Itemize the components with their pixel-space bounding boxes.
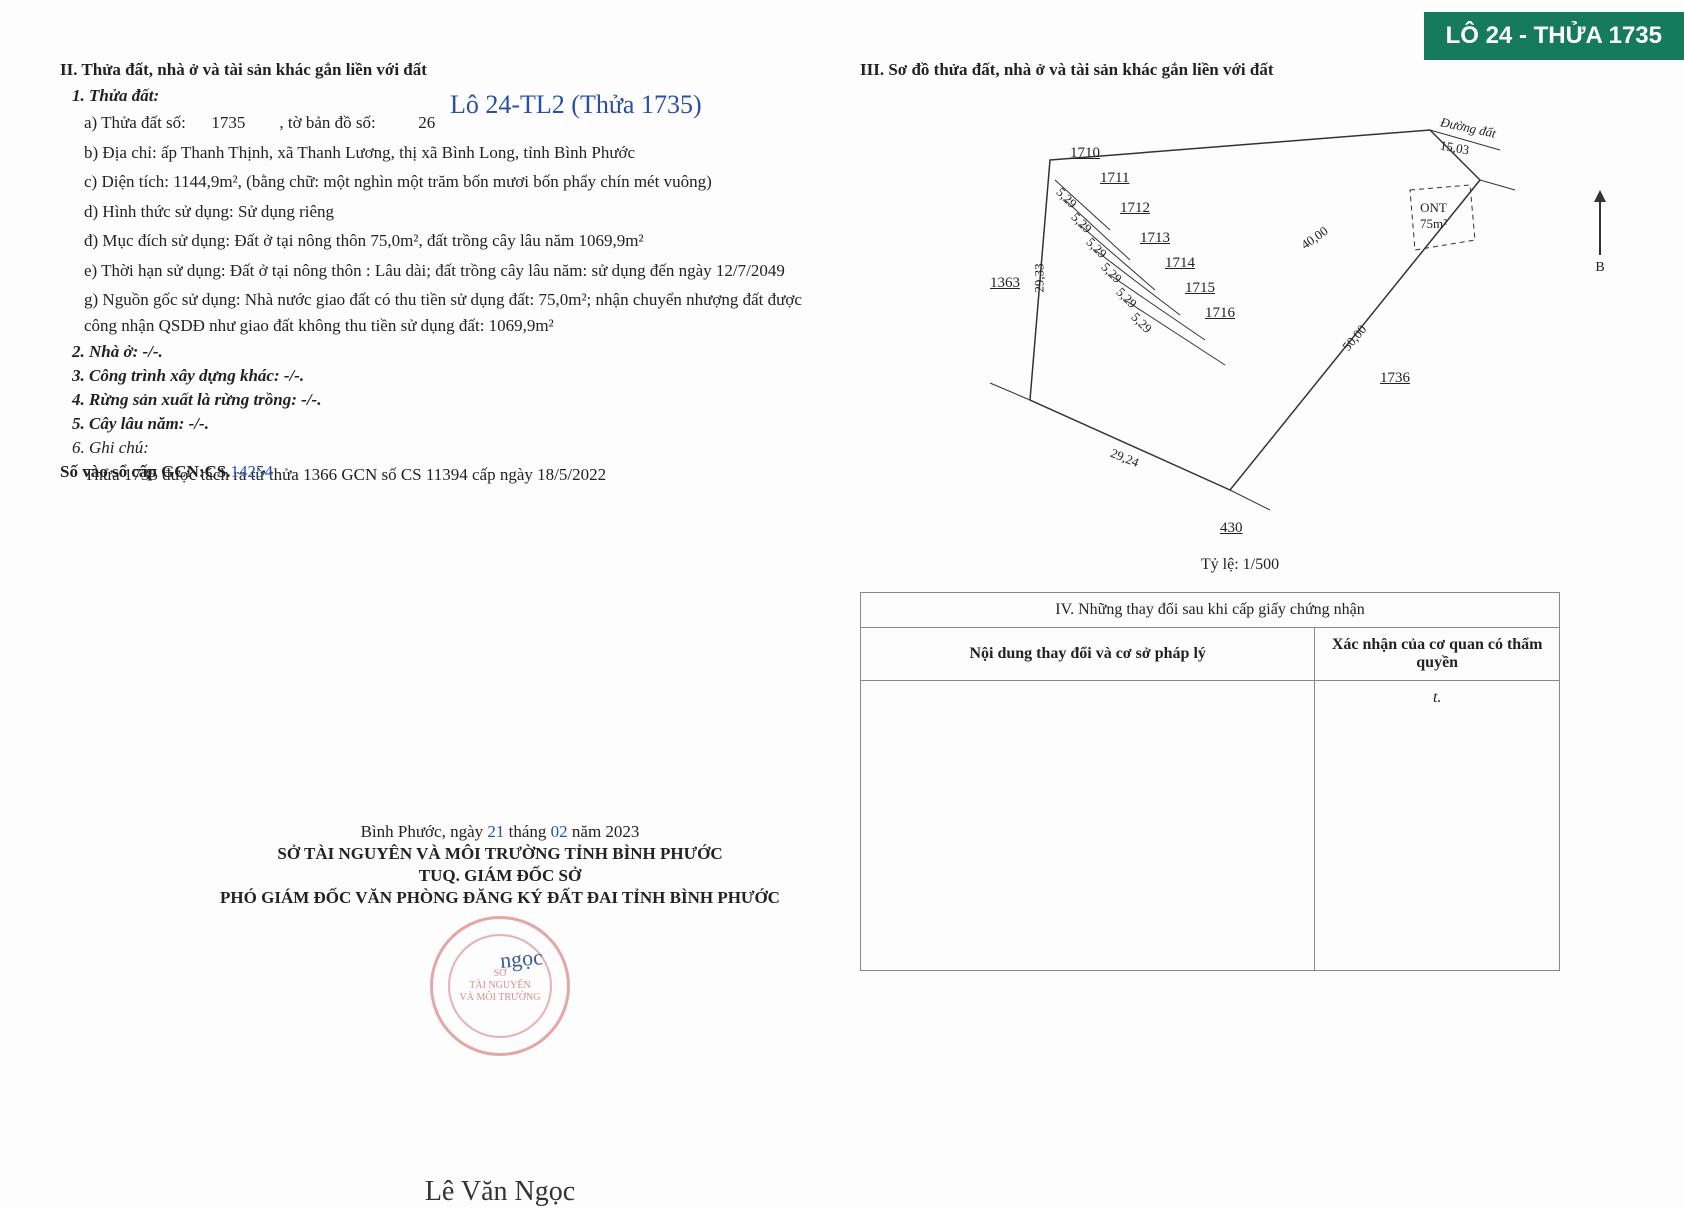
- a-map-label: , tờ bản đồ số:: [279, 113, 375, 132]
- item-2: 2. Nhà ở: -/-.: [72, 342, 820, 362]
- row-c: c) Diện tích: 1144,9m², (bằng chữ: một n…: [84, 169, 820, 195]
- lbl-1711: 1711: [1100, 170, 1129, 187]
- sign-post: năm 2023: [568, 822, 640, 841]
- lbl-1712: 1712: [1120, 200, 1150, 217]
- ont-label: ONT: [1420, 200, 1447, 216]
- document-page: II. Thửa đất, nhà ở và tài sản khác gắn …: [60, 40, 1620, 1100]
- parcel-diagram: 1710 1711 1712 1713 1714 1715 1716 1363 …: [960, 90, 1520, 550]
- section-3-title: III. Sơ đồ thửa đất, nhà ở và tài sản kh…: [860, 60, 1620, 80]
- lbl-1736: 1736: [1380, 370, 1410, 387]
- right-column: III. Sơ đồ thửa đất, nhà ở và tài sản kh…: [860, 60, 1620, 971]
- row-e: e) Thời hạn sử dụng: Đất ở tại nông thôn…: [84, 258, 820, 284]
- footer-label: Số vào sổ cấp GCN:CS.: [60, 462, 231, 481]
- stamp-text-3: VÀ MÔI TRƯỜNG: [460, 992, 541, 1004]
- compass: B: [1580, 190, 1620, 310]
- item-5: 5. Cây lâu năm: -/-.: [72, 414, 820, 434]
- handwritten-signature: ngọc: [499, 944, 544, 974]
- sign-org: SỞ TÀI NGUYÊN VÀ MÔI TRƯỜNG TỈNH BÌNH PH…: [200, 844, 800, 864]
- lbl-430: 430: [1220, 520, 1243, 537]
- table4-cell1: [861, 681, 1315, 971]
- table4-mark: t.: [1433, 689, 1441, 706]
- row-g: g) Nguồn gốc sử dụng: Nhà nước giao đất …: [84, 287, 820, 338]
- stamp-text-2: TÀI NGUYÊN: [469, 980, 530, 992]
- handwritten-lot-note: Lô 24-TL2 (Thửa 1735): [450, 90, 702, 120]
- table4-cell2: t.: [1315, 681, 1560, 971]
- ont-area: 75m²: [1420, 216, 1447, 232]
- lbl-1363: 1363: [990, 275, 1020, 292]
- signer-name: Lê Văn Ngọc: [200, 1176, 800, 1208]
- table4-title: IV. Những thay đổi sau khi cấp giấy chứn…: [861, 593, 1560, 628]
- item-1-title: 1. Thửa đất:: [72, 86, 820, 106]
- official-stamp: SỞ TÀI NGUYÊN VÀ MÔI TRƯỜNG ngọc: [430, 916, 570, 1056]
- row-dd: đ) Mục đích sử dụng: Đất ở tại nông thôn…: [84, 228, 820, 254]
- row-d: d) Hình thức sử dụng: Sử dụng riêng: [84, 199, 820, 225]
- item-3: 3. Công trình xây dựng khác: -/-.: [72, 366, 820, 386]
- lbl-1715: 1715: [1185, 280, 1215, 297]
- left-column: II. Thửa đất, nhà ở và tài sản khác gắn …: [60, 60, 820, 492]
- table4-col1: Nội dung thay đổi và cơ sở pháp lý: [861, 628, 1315, 681]
- lbl-1716: 1716: [1205, 305, 1235, 322]
- lbl-1714: 1714: [1165, 255, 1195, 272]
- footer-value: 14254: [231, 462, 274, 481]
- diagram-svg: [960, 90, 1520, 550]
- sign-pre: Bình Phước, ngày: [361, 822, 488, 841]
- a-label: a) Thửa đất số:: [84, 113, 186, 132]
- a-map-no: 26: [418, 113, 435, 132]
- dim-29-33: 29,33: [1032, 263, 1048, 292]
- item-4: 4. Rừng sản xuất là rừng trồng: -/-.: [72, 390, 820, 410]
- table4-col2: Xác nhận của cơ quan có thẩm quyền: [1315, 628, 1560, 681]
- scale-label: Tỷ lệ: 1/500: [860, 556, 1620, 574]
- signature-block: Bình Phước, ngày 21 tháng 02 năm 2023 SỞ…: [200, 820, 800, 1208]
- sign-date-line: Bình Phước, ngày 21 tháng 02 năm 2023: [200, 822, 800, 842]
- compass-label: B: [1595, 260, 1604, 275]
- sign-day: 21: [487, 822, 504, 841]
- item-6: 6. Ghi chú:: [72, 438, 820, 458]
- sign-role2: PHÓ GIÁM ĐỐC VĂN PHÒNG ĐĂNG KÝ ĐẤT ĐAI T…: [200, 888, 800, 908]
- ont-block: ONT 75m²: [1420, 200, 1447, 232]
- lbl-1713: 1713: [1140, 230, 1170, 247]
- sign-month: 02: [551, 822, 568, 841]
- changes-table: IV. Những thay đổi sau khi cấp giấy chứn…: [860, 592, 1560, 971]
- row-b: b) Địa chỉ: ấp Thanh Thịnh, xã Thanh Lươ…: [84, 140, 820, 166]
- sign-mid: tháng: [504, 822, 550, 841]
- sign-role1: TUQ. GIÁM ĐỐC SỞ: [200, 866, 800, 886]
- section-2-title: II. Thửa đất, nhà ở và tài sản khác gắn …: [60, 60, 820, 80]
- lbl-1710: 1710: [1070, 145, 1100, 162]
- a-parcel-no: 1735: [211, 113, 245, 132]
- footer-gcn: Số vào sổ cấp GCN:CS.14254: [60, 462, 273, 482]
